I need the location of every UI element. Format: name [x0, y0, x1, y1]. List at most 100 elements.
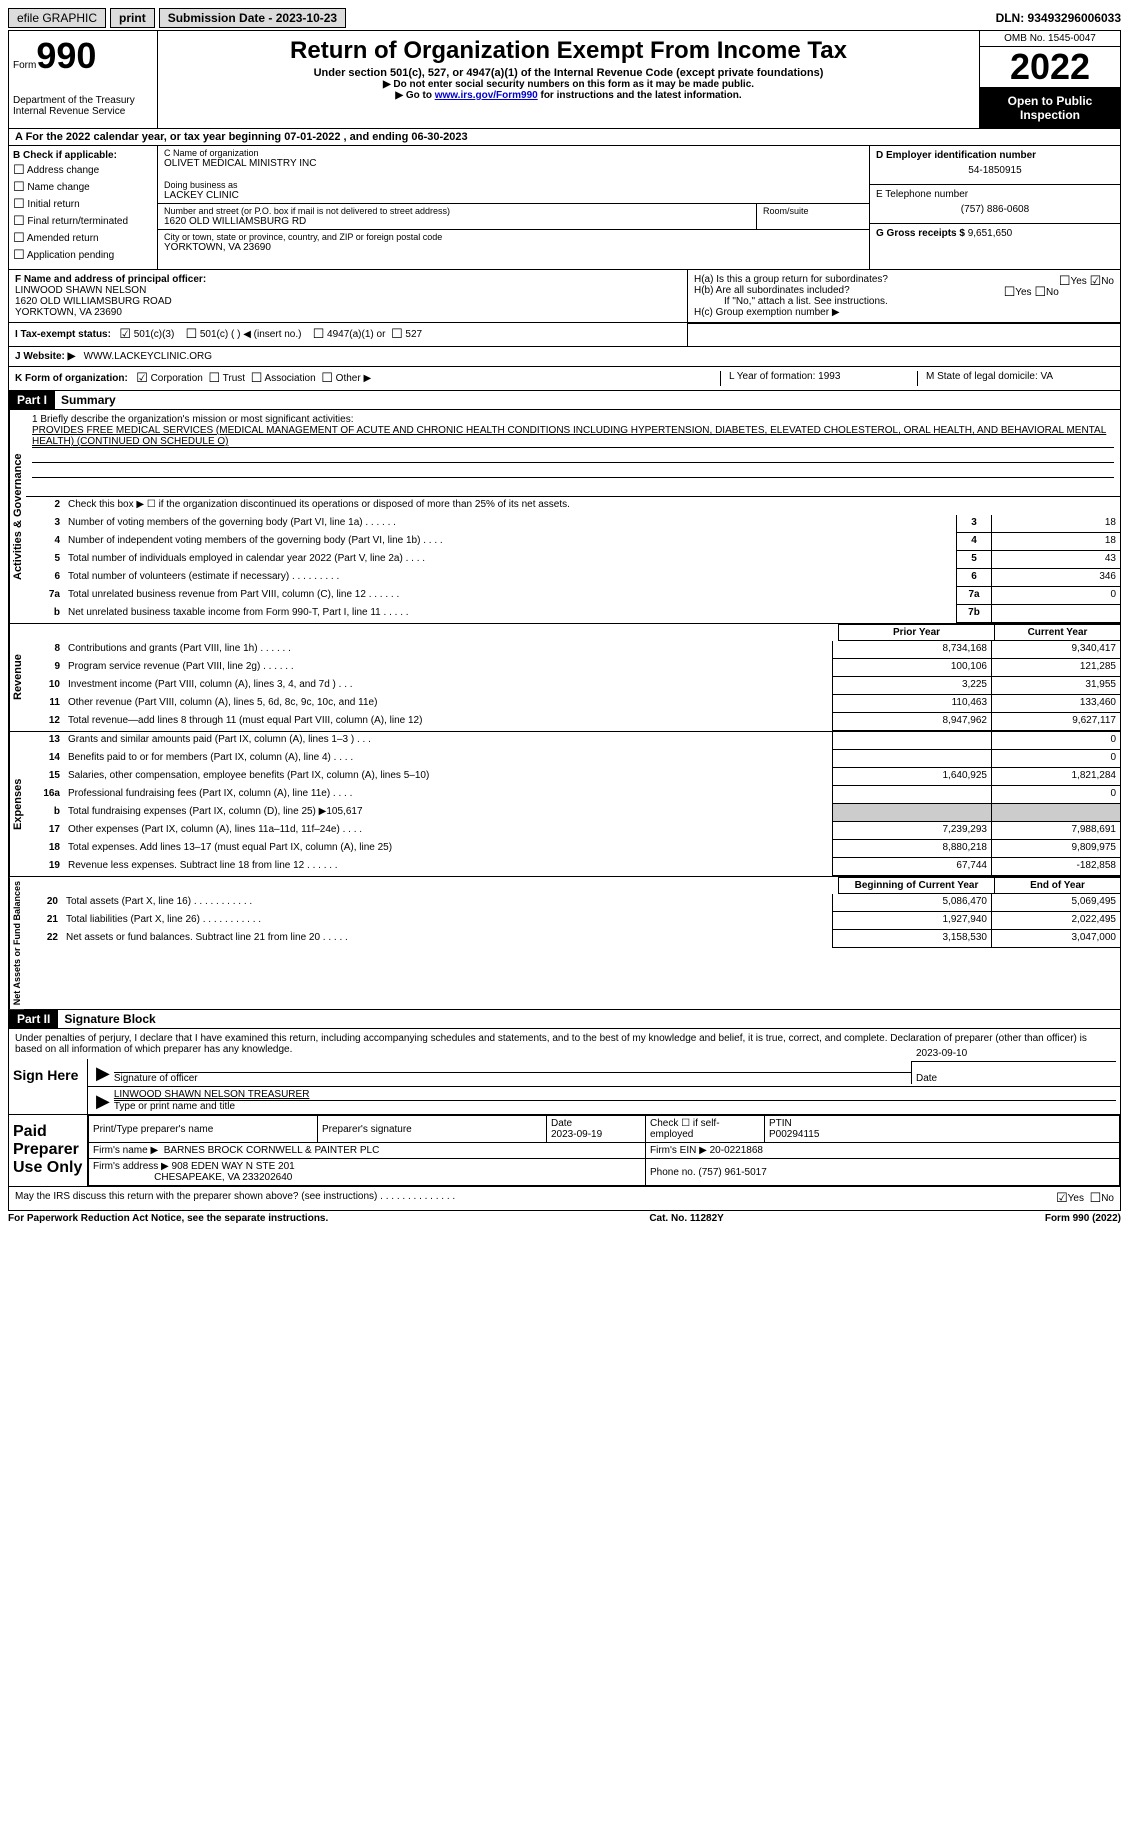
summary-line: 15Salaries, other compensation, employee… — [26, 768, 1120, 786]
firm-name-value: BARNES BROCK CORNWELL & PAINTER PLC — [164, 1145, 380, 1156]
org-name: OLIVET MEDICAL MINISTRY INC — [164, 158, 863, 169]
gross-receipts-value: 9,651,650 — [968, 228, 1013, 239]
row-f-h: F Name and address of principal officer:… — [9, 270, 1120, 323]
current-year-header: Current Year — [994, 624, 1120, 641]
prior-year-header: Prior Year — [838, 624, 994, 641]
assoc-checkbox[interactable]: ☐ — [251, 371, 263, 386]
ha-label: H(a) Is this a group return for subordin… — [694, 274, 888, 285]
header-right: OMB No. 1545-0047 2022 Open to Public In… — [979, 31, 1120, 128]
col-b-option[interactable]: ☐ Final return/terminated — [13, 214, 153, 229]
hb-yes-checkbox[interactable]: ☐ — [1004, 285, 1016, 300]
501c3-checkbox[interactable]: ☑ — [119, 327, 131, 342]
phone-label: E Telephone number — [876, 189, 1114, 200]
sign-here-label: Sign Here — [9, 1059, 88, 1114]
summary-line: 3Number of voting members of the governi… — [26, 515, 1120, 533]
ptin-label: PTIN — [769, 1118, 792, 1129]
paid-preparer-label: Paid Preparer Use Only — [9, 1115, 88, 1186]
summary-line: 17Other expenses (Part IX, column (A), l… — [26, 822, 1120, 840]
dln-label: DLN: 93493296006033 — [996, 11, 1121, 25]
summary-line: 4Number of independent voting members of… — [26, 533, 1120, 551]
trust-checkbox[interactable]: ☐ — [208, 371, 220, 386]
prep-date-value: 2023-09-19 — [551, 1129, 602, 1140]
ptin-value: P00294115 — [769, 1129, 819, 1140]
footer-right: Form 990 (2022) — [1045, 1213, 1121, 1224]
line-2-desc: Check this box ▶ ☐ if the organization d… — [64, 497, 1120, 515]
hb-no-checkbox[interactable]: ☐ — [1034, 285, 1046, 300]
col-b-option[interactable]: ☐ Name change — [13, 180, 153, 195]
firm-phone-label: Phone no. — [650, 1167, 696, 1178]
summary-line: 14Benefits paid to or for members (Part … — [26, 750, 1120, 768]
ein-value: 54-1850915 — [876, 161, 1114, 180]
summary-line: 8Contributions and grants (Part VIII, li… — [26, 641, 1120, 659]
corp-checkbox[interactable]: ☑ — [136, 371, 148, 386]
discuss-no-checkbox[interactable]: ☐ — [1090, 1191, 1102, 1206]
mission-text: PROVIDES FREE MEDICAL SERVICES (MEDICAL … — [32, 425, 1114, 448]
part1-header-row: Part I Summary — [9, 391, 1120, 410]
col-b-header: B Check if applicable: — [13, 150, 153, 161]
summary-line: 21Total liabilities (Part X, line 26) . … — [24, 912, 1120, 930]
subtitle-2: ▶ Do not enter social security numbers o… — [166, 79, 971, 90]
summary-line: 11Other revenue (Part VIII, column (A), … — [26, 695, 1120, 713]
summary-line: 9Program service revenue (Part VIII, lin… — [26, 659, 1120, 677]
ha-no-checkbox[interactable]: ☑ — [1090, 274, 1102, 289]
form-label: Form — [13, 60, 36, 71]
firm-addr-label: Firm's address ▶ — [93, 1161, 169, 1172]
officer-printed-name: LINWOOD SHAWN NELSON TREASURER — [114, 1089, 1116, 1101]
summary-line: 12Total revenue—add lines 8 through 11 (… — [26, 713, 1120, 731]
part1-badge: Part I — [9, 391, 55, 409]
form-title: Return of Organization Exempt From Incom… — [166, 37, 971, 65]
group-return-section: H(a) Is this a group return for subordin… — [687, 270, 1120, 322]
col-b-option[interactable]: ☐ Amended return — [13, 231, 153, 246]
vtab-expenses: Expenses — [9, 732, 26, 876]
summary-line: bNet unrelated business taxable income f… — [26, 605, 1120, 623]
prep-date-label: Date — [551, 1118, 572, 1129]
end-year-header: End of Year — [994, 877, 1120, 894]
discuss-yes-checkbox[interactable]: ☑ — [1056, 1191, 1068, 1206]
column-c-org-info: C Name of organization OLIVET MEDICAL MI… — [158, 146, 1120, 269]
print-button[interactable]: print — [110, 8, 155, 28]
527-checkbox[interactable]: ☐ — [391, 327, 403, 342]
page-footer: For Paperwork Reduction Act Notice, see … — [8, 1211, 1121, 1226]
col-b-option[interactable]: ☐ Address change — [13, 163, 153, 178]
summary-line: 5Total number of individuals employed in… — [26, 551, 1120, 569]
subtitle-1: Under section 501(c), 527, or 4947(a)(1)… — [166, 67, 971, 79]
501c-checkbox[interactable]: ☐ — [185, 327, 197, 342]
sig-arrow-icon-2: ▶ — [92, 1091, 114, 1112]
firm-name-label: Firm's name ▶ — [93, 1145, 158, 1156]
officer-name: LINWOOD SHAWN NELSON — [15, 285, 681, 296]
dept-label: Department of the Treasury Internal Reve… — [13, 95, 153, 117]
gross-receipts-label: G Gross receipts $ — [876, 228, 965, 239]
form-number: 990 — [36, 35, 96, 76]
sign-here-section: Sign Here ▶ Signature of officer 2023-09… — [9, 1059, 1120, 1115]
summary-line: 19Revenue less expenses. Subtract line 1… — [26, 858, 1120, 876]
dba-label: Doing business as — [164, 180, 863, 190]
mission-block: 1 Briefly describe the organization's mi… — [26, 410, 1120, 497]
room-suite-label: Room/suite — [757, 204, 869, 229]
officer-addr1: 1620 OLD WILLIAMSBURG ROAD — [15, 296, 681, 307]
vtab-revenue: Revenue — [9, 624, 26, 731]
summary-line: 7aTotal unrelated business revenue from … — [26, 587, 1120, 605]
form-header: Form990 Department of the Treasury Inter… — [9, 31, 1120, 129]
col-b-option[interactable]: ☐ Application pending — [13, 248, 153, 263]
vtab-net-assets: Net Assets or Fund Balances — [9, 877, 24, 1009]
activities-governance-group: Activities & Governance 1 Briefly descri… — [9, 410, 1120, 624]
vtab-governance: Activities & Governance — [9, 410, 26, 623]
part2-badge: Part II — [9, 1010, 58, 1028]
discuss-row: May the IRS discuss this return with the… — [9, 1187, 1120, 1210]
officer-label: F Name and address of principal officer: — [15, 274, 681, 285]
paid-preparer-section: Paid Preparer Use Only Print/Type prepar… — [9, 1115, 1120, 1187]
part2-title: Signature Block — [58, 1010, 161, 1028]
tax-year: 2022 — [980, 47, 1120, 88]
summary-line: 13Grants and similar amounts paid (Part … — [26, 732, 1120, 750]
footer-left: For Paperwork Reduction Act Notice, see … — [8, 1213, 328, 1224]
irs-link[interactable]: www.irs.gov/Form990 — [435, 90, 538, 101]
firm-addr2: CHESAPEAKE, VA 233202640 — [154, 1172, 292, 1183]
4947-checkbox[interactable]: ☐ — [313, 327, 325, 342]
ha-yes-checkbox[interactable]: ☐ — [1059, 274, 1071, 289]
top-toolbar: efile GRAPHIC print Submission Date - 20… — [8, 8, 1121, 28]
other-checkbox[interactable]: ☐ — [321, 371, 333, 386]
sig-arrow-icon: ▶ — [92, 1063, 114, 1084]
row-j-website: J Website: ▶ WWW.LACKEYCLINIC.ORG — [9, 347, 1120, 367]
col-b-option[interactable]: ☐ Initial return — [13, 197, 153, 212]
part2-header-row: Part II Signature Block — [9, 1010, 1120, 1029]
